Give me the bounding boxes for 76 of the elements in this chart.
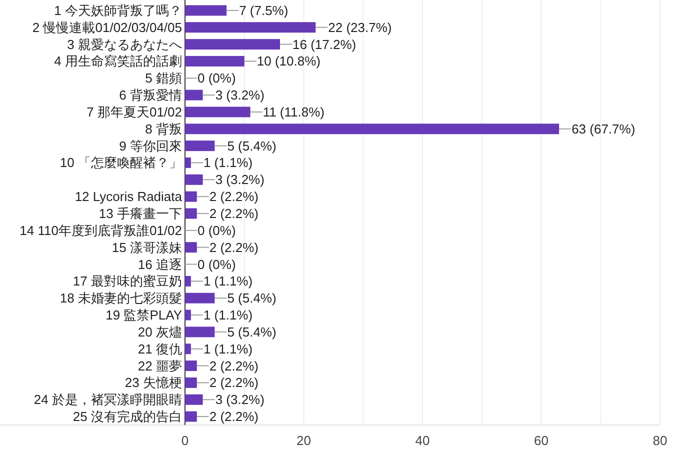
data-label: 2 (2.2%)	[209, 206, 259, 221]
bar	[185, 394, 203, 405]
data-label: 5 (5.4%)	[227, 138, 276, 154]
x-tick-label: 60	[534, 433, 548, 448]
bar	[185, 276, 191, 286]
bar	[185, 106, 250, 118]
data-label: 2 (2.2%)	[209, 375, 259, 390]
data-label: 11 (11.8%)	[262, 104, 324, 120]
y-tick-label: 19 監禁PLAY	[106, 308, 182, 323]
data-label: 2 (2.2%)	[209, 240, 259, 255]
bar	[185, 140, 215, 152]
data-label: 16 (17.2%)	[292, 36, 356, 52]
y-tick-label: 17 最對味的蜜豆奶	[72, 274, 182, 289]
bar	[185, 157, 191, 168]
bar	[185, 377, 197, 388]
bar	[185, 124, 560, 134]
data-label: 2 (2.2%)	[209, 409, 259, 424]
bar	[185, 242, 197, 253]
bar	[185, 292, 215, 304]
bar	[185, 360, 197, 372]
data-label: 5 (5.4%)	[227, 290, 276, 306]
y-tick-label: 23 失憶梗	[124, 375, 182, 390]
y-tick-label: 12 Lycoris Radiata	[74, 189, 183, 204]
y-tick-label: 1 今天妖師背叛了嗎？	[54, 2, 182, 18]
y-tick-label: 24 於是，褚冥漾睜開眼睛	[34, 392, 182, 408]
bar	[185, 39, 280, 50]
y-tick-label: 15 漾哥漾妹	[112, 240, 182, 255]
x-tick-label: 20	[296, 433, 311, 448]
x-tick-label: 0	[181, 433, 189, 448]
data-label: 0 (0%)	[198, 70, 236, 86]
y-tick-label: 5 錯頻	[145, 70, 182, 86]
bar	[185, 90, 203, 100]
data-label: 3 (3.2%)	[215, 172, 264, 188]
data-label: 2 (2.2%)	[209, 189, 259, 204]
data-label: 5 (5.4%)	[227, 324, 276, 340]
data-label: 1 (1.1%)	[203, 155, 253, 170]
data-label: 63 (67.7%)	[572, 121, 636, 136]
data-label: 2 (2.2%)	[209, 358, 259, 374]
bar	[185, 5, 227, 16]
y-tick-label: 14 110年度到底背叛誰01/02	[20, 222, 182, 238]
data-label: 7 (7.5%)	[239, 2, 288, 18]
y-tick-label: 6 背叛愛情	[119, 88, 182, 103]
y-tick-label: 2 慢慢連載01/02/03/04/05	[32, 20, 182, 35]
y-tick-label: 16 追逐	[138, 256, 182, 272]
data-label: 10 (10.8%)	[256, 54, 320, 69]
y-tick-label: 7 那年夏天01/02	[86, 104, 182, 120]
bar	[185, 326, 215, 338]
y-tick-label: 18 未婚妻的七彩頭髮	[60, 290, 182, 306]
y-tick-label: 8 背叛	[145, 121, 182, 136]
data-label: 0 (0%)	[198, 222, 236, 238]
data-label: 22 (23.7%)	[328, 20, 392, 35]
y-tick-label: 10 「怎麼喚醒褚？」	[60, 155, 182, 170]
bar	[185, 411, 197, 422]
data-label: 0 (0%)	[198, 256, 236, 272]
data-label: 1 (1.1%)	[203, 308, 253, 323]
bar	[185, 344, 191, 354]
data-label: 3 (3.2%)	[215, 88, 264, 103]
bar	[185, 208, 197, 219]
bar	[185, 310, 191, 320]
x-tick-label: 80	[652, 433, 668, 448]
data-label: 3 (3.2%)	[215, 392, 264, 408]
data-label: 1 (1.1%)	[203, 274, 253, 289]
bar	[185, 191, 197, 202]
data-label: 1 (1.1%)	[203, 341, 253, 356]
y-tick-label: 21 復仇	[138, 341, 182, 356]
y-tick-label: 22 噩夢	[138, 358, 182, 374]
y-tick-label: 13 手癢畫一下	[98, 206, 182, 221]
y-tick-label: 4 用生命寫笑話的話劇	[54, 54, 182, 69]
y-tick-label: 25 沒有完成的告白	[72, 409, 182, 424]
bar	[185, 22, 316, 33]
y-tick-label: 9 等你回來	[119, 138, 182, 154]
x-tick-label: 40	[415, 433, 430, 448]
bar	[185, 56, 244, 66]
y-tick-label: 3 親愛なるあなたへ	[67, 36, 182, 52]
y-tick-label: 20 灰燼	[138, 324, 182, 340]
bar	[185, 174, 203, 185]
